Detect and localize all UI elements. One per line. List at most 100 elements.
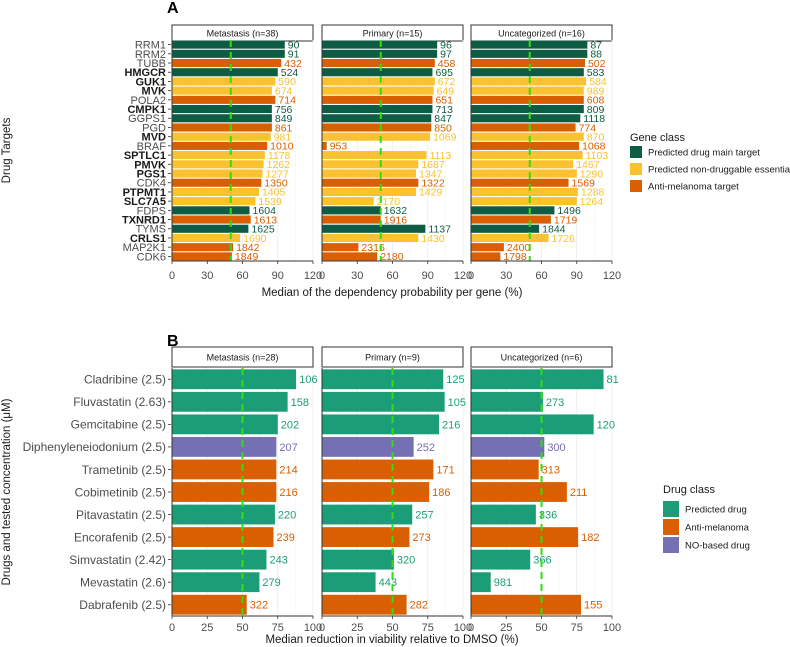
y-axis-title: Drugs and tested concentration (μM) bbox=[1, 398, 13, 585]
data-label: 1726 bbox=[552, 233, 576, 245]
legend-label: NO-based drug bbox=[685, 541, 750, 552]
data-label: 239 bbox=[277, 532, 295, 544]
data-label: 608 bbox=[587, 95, 605, 107]
bar bbox=[172, 132, 271, 141]
bar bbox=[322, 86, 434, 95]
bar bbox=[172, 572, 260, 593]
bar bbox=[322, 123, 432, 132]
data-label: 502 bbox=[588, 58, 606, 70]
bar bbox=[322, 243, 359, 252]
bar bbox=[172, 233, 241, 243]
bar bbox=[471, 105, 584, 114]
category-label: POLA2 bbox=[131, 95, 166, 107]
legend-swatch bbox=[630, 146, 642, 158]
category-label: Cobimetinib (2.5) bbox=[75, 485, 166, 499]
x-tick-label: 120 bbox=[304, 270, 322, 282]
data-label: 1429 bbox=[419, 187, 443, 199]
bar bbox=[471, 77, 587, 86]
bar bbox=[471, 243, 504, 252]
bar bbox=[172, 141, 268, 150]
data-label: 1103 bbox=[586, 150, 609, 162]
x-tick-label: 60 bbox=[236, 270, 248, 282]
x-tick-label: 50 bbox=[386, 622, 398, 634]
facet-title: Primary (n=15) bbox=[363, 29, 423, 39]
bar bbox=[172, 49, 285, 58]
category-label: Gemcitabine (2.5) bbox=[71, 418, 166, 432]
data-label: 861 bbox=[275, 122, 293, 134]
x-tick-label: 100 bbox=[454, 622, 472, 634]
x-tick-label: 75 bbox=[272, 622, 284, 634]
category-label: PTPMT1 bbox=[123, 187, 166, 199]
bar bbox=[322, 206, 381, 215]
bar bbox=[471, 160, 574, 169]
data-label: 97 bbox=[440, 49, 452, 61]
bar bbox=[172, 215, 251, 224]
legend-swatch bbox=[663, 537, 679, 553]
bar bbox=[471, 549, 531, 570]
x-tick-label: 25 bbox=[351, 622, 363, 634]
bar bbox=[322, 482, 430, 502]
bar bbox=[322, 49, 438, 58]
bar bbox=[471, 414, 594, 435]
data-label: 649 bbox=[437, 85, 455, 97]
x-tick-label: 50 bbox=[236, 622, 248, 634]
data-label: 1467 bbox=[576, 159, 600, 171]
category-label: CRLS1 bbox=[130, 233, 166, 245]
category-label: PMVK bbox=[134, 159, 166, 171]
data-label: 243 bbox=[269, 555, 287, 567]
data-label: 443 bbox=[379, 577, 397, 589]
data-label: 1068 bbox=[582, 141, 606, 153]
data-label: 1350 bbox=[264, 178, 288, 190]
data-label: 88 bbox=[590, 49, 602, 61]
facet-title: Metastasis (n=38) bbox=[207, 29, 279, 39]
facet-title: Metastasis (n=28) bbox=[207, 353, 279, 363]
bar bbox=[172, 169, 263, 178]
data-label: 105 bbox=[448, 397, 466, 409]
category-label: TYMS bbox=[135, 224, 166, 236]
category-label: Cladribine (2.5) bbox=[84, 373, 166, 387]
bar bbox=[322, 58, 435, 68]
bar bbox=[172, 95, 276, 104]
x-tick-label: 120 bbox=[454, 270, 472, 282]
bar bbox=[471, 369, 604, 390]
data-label: 279 bbox=[262, 577, 280, 589]
bar bbox=[471, 594, 581, 615]
data-label: 1613 bbox=[254, 214, 278, 226]
data-label: 809 bbox=[587, 104, 605, 116]
data-label: 1569 bbox=[572, 178, 596, 190]
facet-title: Uncategorized (n=6) bbox=[501, 353, 583, 363]
bar bbox=[471, 197, 577, 206]
data-label: 1798 bbox=[503, 251, 527, 263]
data-label: 1625 bbox=[251, 224, 275, 236]
data-label: 432 bbox=[284, 58, 302, 70]
legend-label: Anti-melanoma target bbox=[648, 182, 739, 193]
data-label: 590 bbox=[278, 76, 296, 88]
bar bbox=[172, 40, 285, 49]
x-tick-label: 90 bbox=[571, 270, 583, 282]
bar bbox=[172, 252, 232, 261]
x-tick-label: 75 bbox=[571, 622, 583, 634]
bar bbox=[471, 391, 543, 412]
data-label: 1277 bbox=[265, 168, 289, 180]
data-label: 182 bbox=[581, 532, 599, 544]
data-label: 90 bbox=[288, 39, 300, 51]
legend-label: Predicted drug bbox=[685, 505, 747, 516]
bar bbox=[471, 459, 539, 480]
data-label: 120 bbox=[597, 419, 615, 431]
category-label: MVD bbox=[142, 132, 167, 144]
bar bbox=[172, 197, 256, 206]
bar bbox=[471, 527, 579, 548]
facet-strip bbox=[171, 346, 314, 368]
data-label: 1690 bbox=[243, 233, 267, 245]
category-label: Diphenyleneiodonium (2.5) bbox=[23, 440, 166, 454]
bar bbox=[322, 252, 378, 261]
bar bbox=[322, 369, 444, 390]
bar bbox=[172, 459, 277, 480]
data-label: 774 bbox=[579, 122, 597, 134]
data-label: 202 bbox=[281, 419, 299, 431]
bar bbox=[322, 215, 381, 224]
bar bbox=[322, 459, 434, 480]
bar bbox=[172, 504, 275, 525]
data-label: 1405 bbox=[262, 187, 286, 199]
